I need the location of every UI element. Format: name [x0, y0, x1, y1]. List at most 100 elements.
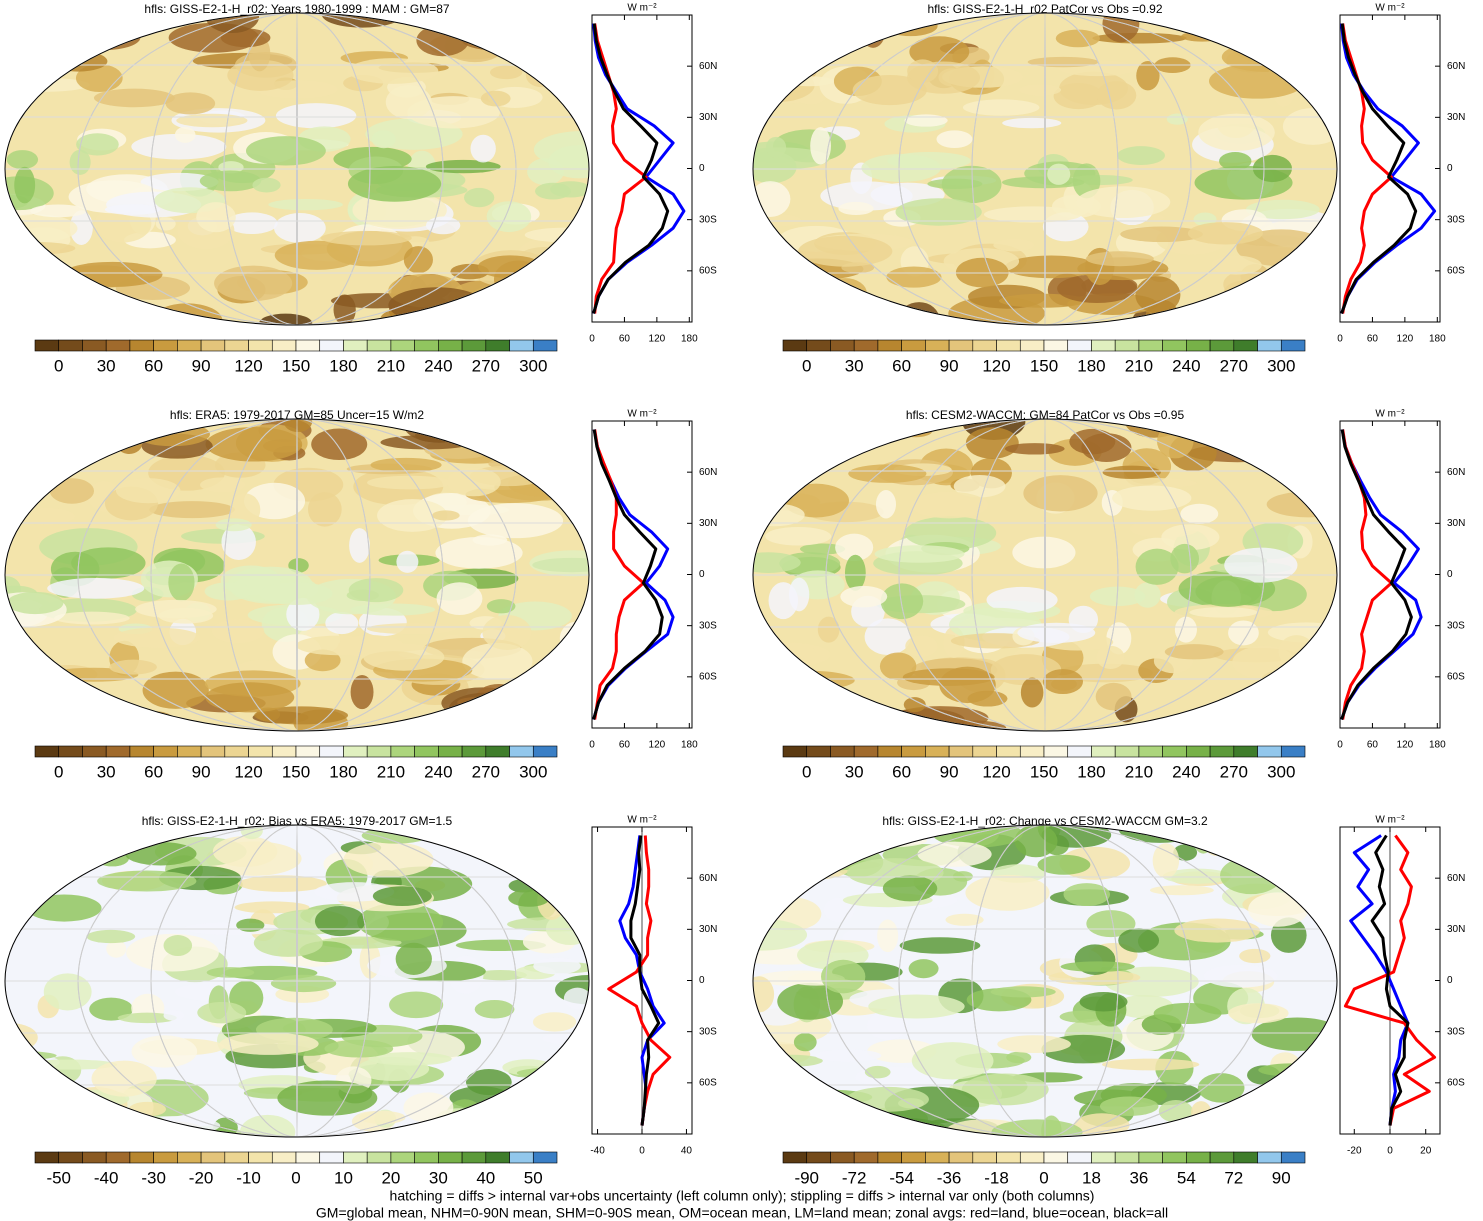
- map-patch: [532, 1090, 561, 1122]
- map-patch: [5, 311, 48, 325]
- colorbar-box: [1209, 745, 1235, 758]
- map-patch: [436, 305, 471, 317]
- colorbar-box: [129, 745, 154, 758]
- map-patch: [236, 918, 265, 932]
- map-patch: [1112, 485, 1192, 511]
- map-patch: [821, 959, 866, 994]
- map-patch: [1191, 708, 1242, 731]
- map-patch: [991, 1119, 1083, 1137]
- map-patch: [905, 635, 938, 657]
- map-patch: [1023, 475, 1098, 512]
- map-patch: [347, 166, 442, 202]
- map-patch: [117, 1012, 177, 1024]
- map-patch: [205, 682, 295, 713]
- colorbar-box: [972, 745, 997, 758]
- colorbar-label: 0: [54, 762, 63, 781]
- y-tick-label: 60S: [699, 265, 717, 276]
- colorbar-box: [1114, 339, 1140, 352]
- map-patch: [1275, 46, 1297, 63]
- map-patch: [5, 469, 41, 484]
- colorbar-box: [366, 1151, 392, 1164]
- colorbar-box: [34, 1151, 60, 1164]
- map-patch: [1047, 163, 1071, 185]
- map-patch: [798, 235, 893, 267]
- x-tick-label: 120: [1397, 740, 1414, 751]
- map-patch: [160, 314, 189, 325]
- map-patch: [517, 32, 538, 68]
- map-patch: [1203, 830, 1229, 856]
- colorbar-box: [34, 339, 60, 352]
- colorbar-label: 210: [1125, 762, 1153, 781]
- map-patch: [879, 652, 917, 681]
- map-patch: [823, 897, 855, 922]
- map-patch: [753, 1115, 802, 1137]
- map-patch: [1235, 840, 1303, 854]
- colorbar-box: [461, 339, 487, 352]
- map-patch: [480, 90, 511, 107]
- map-patch: [1296, 426, 1322, 445]
- map-patch: [1135, 276, 1181, 314]
- colorbar-box: [319, 1151, 344, 1164]
- colorbar-label: -72: [842, 1168, 867, 1187]
- map-patch: [252, 177, 281, 193]
- map-patch: [753, 422, 806, 454]
- map-patch: [5, 13, 81, 20]
- map-patch: [263, 439, 303, 453]
- y-tick-label: 30N: [699, 112, 717, 123]
- colorbar-box: [830, 1151, 855, 1164]
- colorbar-box: [58, 745, 83, 758]
- colorbar-label: 40: [476, 1168, 495, 1187]
- colorbar-box: [1186, 339, 1211, 352]
- map-patch: [65, 419, 123, 434]
- map-patch: [75, 64, 123, 92]
- map-patch: [1282, 107, 1337, 145]
- map-patch: [1199, 13, 1252, 21]
- map-patch: [1001, 176, 1085, 189]
- colorbar-box: [153, 745, 178, 758]
- y-tick-label: 60N: [1447, 467, 1465, 478]
- colorbar-label: 20: [381, 1168, 400, 1187]
- map-patch: [1055, 29, 1100, 48]
- map-patch: [844, 554, 866, 591]
- map-patch: [753, 919, 808, 951]
- map-patch: [43, 973, 92, 1011]
- colorbar-box: [1067, 1151, 1092, 1164]
- map-patch: [753, 976, 775, 1013]
- colorbar-box: [438, 339, 463, 352]
- map-patch: [965, 874, 1050, 911]
- map-patch: [864, 1065, 891, 1079]
- map-patch: [385, 84, 432, 120]
- colorbar-box: [509, 1151, 534, 1164]
- colorbar-box: [129, 339, 154, 352]
- map-patch: [753, 497, 770, 522]
- map-patch: [225, 212, 278, 235]
- panel-title: hfls: CESM2-WACCM: GM=84 PatCor vs Obs =…: [906, 408, 1185, 422]
- y-tick-label: 60S: [1447, 265, 1465, 276]
- map-patch: [131, 133, 227, 160]
- map-patch: [927, 178, 983, 190]
- map-patch: [168, 563, 195, 602]
- map-patch: [464, 187, 495, 208]
- colorbar-box: [1138, 339, 1163, 352]
- colorbar-label: 240: [424, 356, 452, 375]
- colorbar-label: 300: [519, 762, 547, 781]
- map-patch: [104, 204, 161, 215]
- map-patch: [219, 1032, 319, 1055]
- colorbar-label: 150: [1030, 356, 1058, 375]
- map-patch: [509, 715, 589, 728]
- colorbar-box: [925, 745, 950, 758]
- colorbar-box: [438, 1151, 463, 1164]
- map-patch: [307, 492, 342, 527]
- colorbar-label: 90: [940, 762, 959, 781]
- map-patch: [151, 303, 223, 325]
- map-patch: [140, 172, 219, 192]
- map-patch: [131, 1035, 198, 1068]
- map-patch: [520, 419, 561, 438]
- map-patch: [52, 836, 87, 872]
- colorbar-box: [996, 1151, 1021, 1164]
- map-patch: [1012, 536, 1076, 569]
- map-patch: [211, 619, 265, 644]
- map-patch: [432, 510, 460, 521]
- y-tick-label: 60N: [699, 873, 717, 884]
- map-patch: [357, 902, 444, 941]
